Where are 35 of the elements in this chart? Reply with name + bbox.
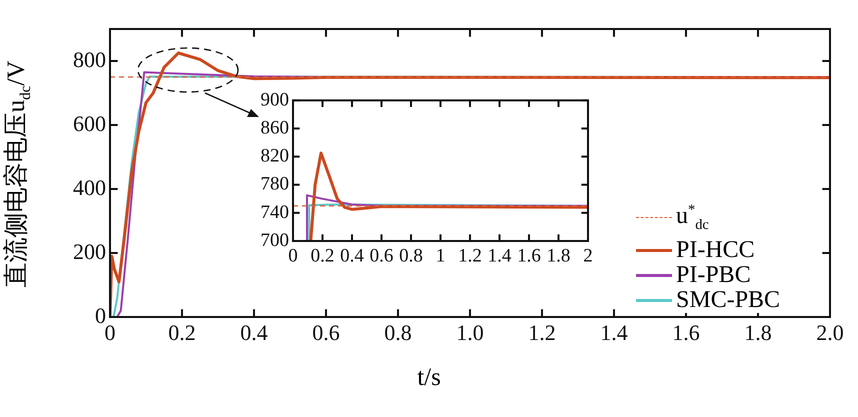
legend-label: PI-HCC (676, 236, 755, 263)
y-tick-label: 780 (260, 174, 289, 195)
y-tick-label: 400 (73, 174, 106, 200)
y-tick-label: 800 (73, 46, 106, 72)
x-tick-label: 1.2 (528, 320, 556, 345)
x-tick-label: 1.8 (546, 245, 570, 266)
y-tick-label: 700 (260, 230, 289, 251)
x-tick-label: 1.8 (744, 320, 772, 345)
x-tick-label: 1 (436, 245, 446, 266)
x-tick-label: 1.6 (672, 320, 700, 345)
x-tick-label: 0.6 (370, 245, 394, 266)
x-tick-label: 0.4 (240, 320, 268, 345)
x-tick-label: 1.4 (600, 320, 628, 345)
x-tick-label: 2.0 (816, 320, 844, 345)
y-tick-label: 900 (260, 89, 289, 110)
x-tick-label: 0.8 (399, 245, 423, 266)
legend-label: PI-PBC (676, 262, 751, 288)
x-tick-label: 0.6 (312, 320, 340, 345)
legend-label: SMC-PBC (676, 286, 780, 313)
y-tick-label: 200 (73, 238, 106, 264)
x-tick-label: 0.8 (384, 320, 412, 345)
x-tick-label: 0.2 (310, 245, 334, 266)
y-tick-label: 740 (260, 202, 289, 223)
x-tick-label: 0.4 (340, 245, 364, 266)
x-tick-label: 1.4 (488, 245, 512, 266)
x-tick-label: 2 (583, 245, 593, 266)
y-tick-label: 820 (260, 146, 289, 167)
x-tick-label: 0.2 (168, 320, 196, 345)
x-tick-label: 1.0 (456, 320, 484, 345)
x-tick-label: 1.6 (517, 245, 541, 266)
x-axis-title: t/s (416, 364, 442, 392)
y-tick-label: 0 (95, 302, 106, 328)
y-tick-label: 860 (260, 118, 289, 139)
x-tick-label: 1.2 (458, 245, 482, 266)
y-tick-label: 600 (73, 110, 106, 136)
